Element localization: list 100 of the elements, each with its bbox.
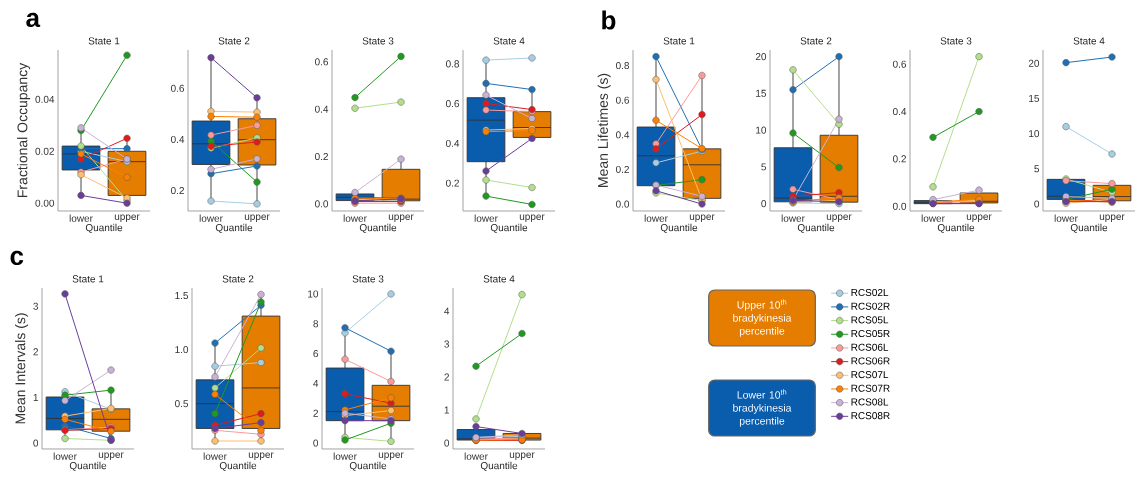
- x-tick-label: upper: [98, 452, 124, 460]
- legend-label: RCS07L: [851, 371, 889, 379]
- x-tick-label: upper: [114, 214, 140, 222]
- x-tick-label: lower: [333, 452, 357, 460]
- x-axis-title: Quantile: [215, 223, 253, 233]
- y-tick-label: 0.0: [314, 200, 329, 208]
- y-tick-label: 6: [313, 350, 319, 358]
- y-tick-label: 0.2: [170, 187, 184, 195]
- chart-title: State 2: [800, 37, 832, 45]
- legend-label: RCS08R: [851, 412, 890, 420]
- y-tick-label: 0.2: [314, 153, 328, 161]
- x-tick-label: lower: [1054, 214, 1078, 222]
- y-tick-label: 0.02: [35, 147, 54, 155]
- x-axis-title: Quantile: [490, 223, 528, 233]
- chart-title: State 4: [1073, 37, 1105, 45]
- chart-title: State 4: [483, 275, 515, 283]
- legend-label: RCS05L: [851, 316, 889, 324]
- chart-title: State 4: [493, 37, 525, 45]
- y-tick-label: 0: [313, 439, 319, 447]
- y-tick-label: 0: [1034, 200, 1040, 208]
- chart-title: State 2: [218, 37, 250, 45]
- y-tick-label: 2: [313, 409, 318, 417]
- legend-label: RCS08L: [851, 398, 889, 406]
- y-tick-label: 0: [33, 439, 39, 447]
- x-tick-label: upper: [689, 214, 715, 222]
- y-tick-label: 0.6: [445, 100, 460, 108]
- legend-label: RCS02R: [851, 302, 890, 310]
- x-tick-label: lower: [199, 214, 223, 222]
- x-axis-title: Quantile: [1070, 223, 1108, 233]
- y-tick-label: 0.2: [615, 165, 629, 173]
- x-axis-title: Quantile: [359, 223, 397, 233]
- y-tick-label: 0.8: [615, 62, 630, 70]
- legend-label: RCS02L: [851, 288, 889, 297]
- x-tick-label: lower: [464, 452, 488, 460]
- legend-label: RCS05R: [851, 330, 890, 338]
- y-tick-label: 0.4: [314, 105, 329, 113]
- y-tick-label: 10: [1029, 130, 1040, 138]
- x-tick-label: lower: [474, 214, 498, 222]
- x-axis-title: Quantile: [937, 223, 975, 233]
- y-tick-label: 0: [444, 439, 450, 447]
- y-tick-label: 15: [1029, 95, 1040, 102]
- y-tick-label: 0.0: [615, 200, 630, 208]
- y-tick-label: 1: [444, 406, 449, 414]
- y-tick-label: 4: [313, 379, 319, 387]
- text: a: [26, 12, 41, 28]
- y-tick-label: 5: [761, 163, 767, 171]
- chart-title: State 3: [352, 275, 384, 283]
- y-tick-label: 3: [444, 340, 450, 348]
- y-tick-label: 1.5: [175, 292, 189, 300]
- y-tick-label: 0.6: [170, 84, 185, 92]
- y-tick-label: 3: [33, 302, 39, 310]
- x-tick-label: lower: [343, 214, 367, 222]
- y-tick-label: 20: [1028, 59, 1040, 67]
- legend-label: RCS06R: [851, 357, 890, 365]
- y-axis-title: Fractional Occupancy: [17, 62, 31, 198]
- y-tick-label: 0.4: [445, 139, 460, 147]
- x-tick-label: lower: [921, 214, 945, 222]
- y-tick-label: 4: [444, 307, 450, 315]
- chart-title: State 1: [663, 37, 695, 45]
- x-axis-title: Quantile: [480, 461, 518, 471]
- legend-label: RCS06L: [851, 343, 889, 351]
- y-tick-label: 5: [1034, 165, 1040, 173]
- y-tick-label: 2: [444, 373, 449, 381]
- x-tick-label: lower: [781, 214, 805, 222]
- y-tick-label: 0.4: [615, 131, 630, 139]
- chart-title: State 2: [222, 275, 254, 283]
- legend-label: RCS07R: [851, 384, 890, 392]
- y-tick-label: 1.0: [175, 346, 189, 354]
- y-axis-title: Mean Intervals (s): [15, 313, 29, 424]
- y-tick-label: 0.5: [174, 400, 189, 408]
- y-tick-label: 0.2: [445, 179, 459, 187]
- y-tick-label: 0.6: [615, 96, 630, 104]
- chart-title: State 1: [72, 275, 104, 283]
- chart-title: State 3: [362, 37, 394, 45]
- x-axis-title: Quantile: [219, 461, 257, 471]
- x-tick-label: upper: [248, 452, 274, 460]
- x-tick-label: upper: [388, 214, 414, 222]
- y-tick-label: 0.4: [892, 108, 907, 116]
- y-tick-label: 0.00: [35, 199, 55, 207]
- text: Lower 10$^{th}$ bradykinesia percentile: [733, 389, 792, 427]
- y-tick-label: 1: [33, 394, 38, 401]
- text: Upper 10$^{th}$ bradykinesia percentile: [733, 299, 792, 337]
- y-tick-label: 15: [756, 89, 767, 97]
- y-tick-label: 0.04: [35, 95, 55, 103]
- x-tick-label: upper: [519, 214, 545, 222]
- y-tick-label: 8: [313, 320, 319, 328]
- x-tick-label: upper: [378, 452, 404, 460]
- x-tick-label: upper: [244, 214, 270, 222]
- x-tick-label: lower: [203, 452, 227, 460]
- x-axis-title: Quantile: [69, 461, 107, 471]
- chart-title: State 3: [940, 37, 972, 45]
- x-tick-label: upper: [966, 214, 992, 222]
- y-tick-label: 0.4: [170, 135, 185, 143]
- x-tick-label: lower: [53, 452, 77, 460]
- y-tick-label: 0.2: [892, 155, 906, 163]
- y-tick-label: 0.6: [314, 58, 329, 66]
- y-tick-label: 0.0: [892, 202, 907, 210]
- x-tick-label: upper: [509, 452, 535, 460]
- x-axis-title: Quantile: [797, 223, 835, 233]
- y-axis-title: Mean Lifetimes (s): [597, 73, 611, 187]
